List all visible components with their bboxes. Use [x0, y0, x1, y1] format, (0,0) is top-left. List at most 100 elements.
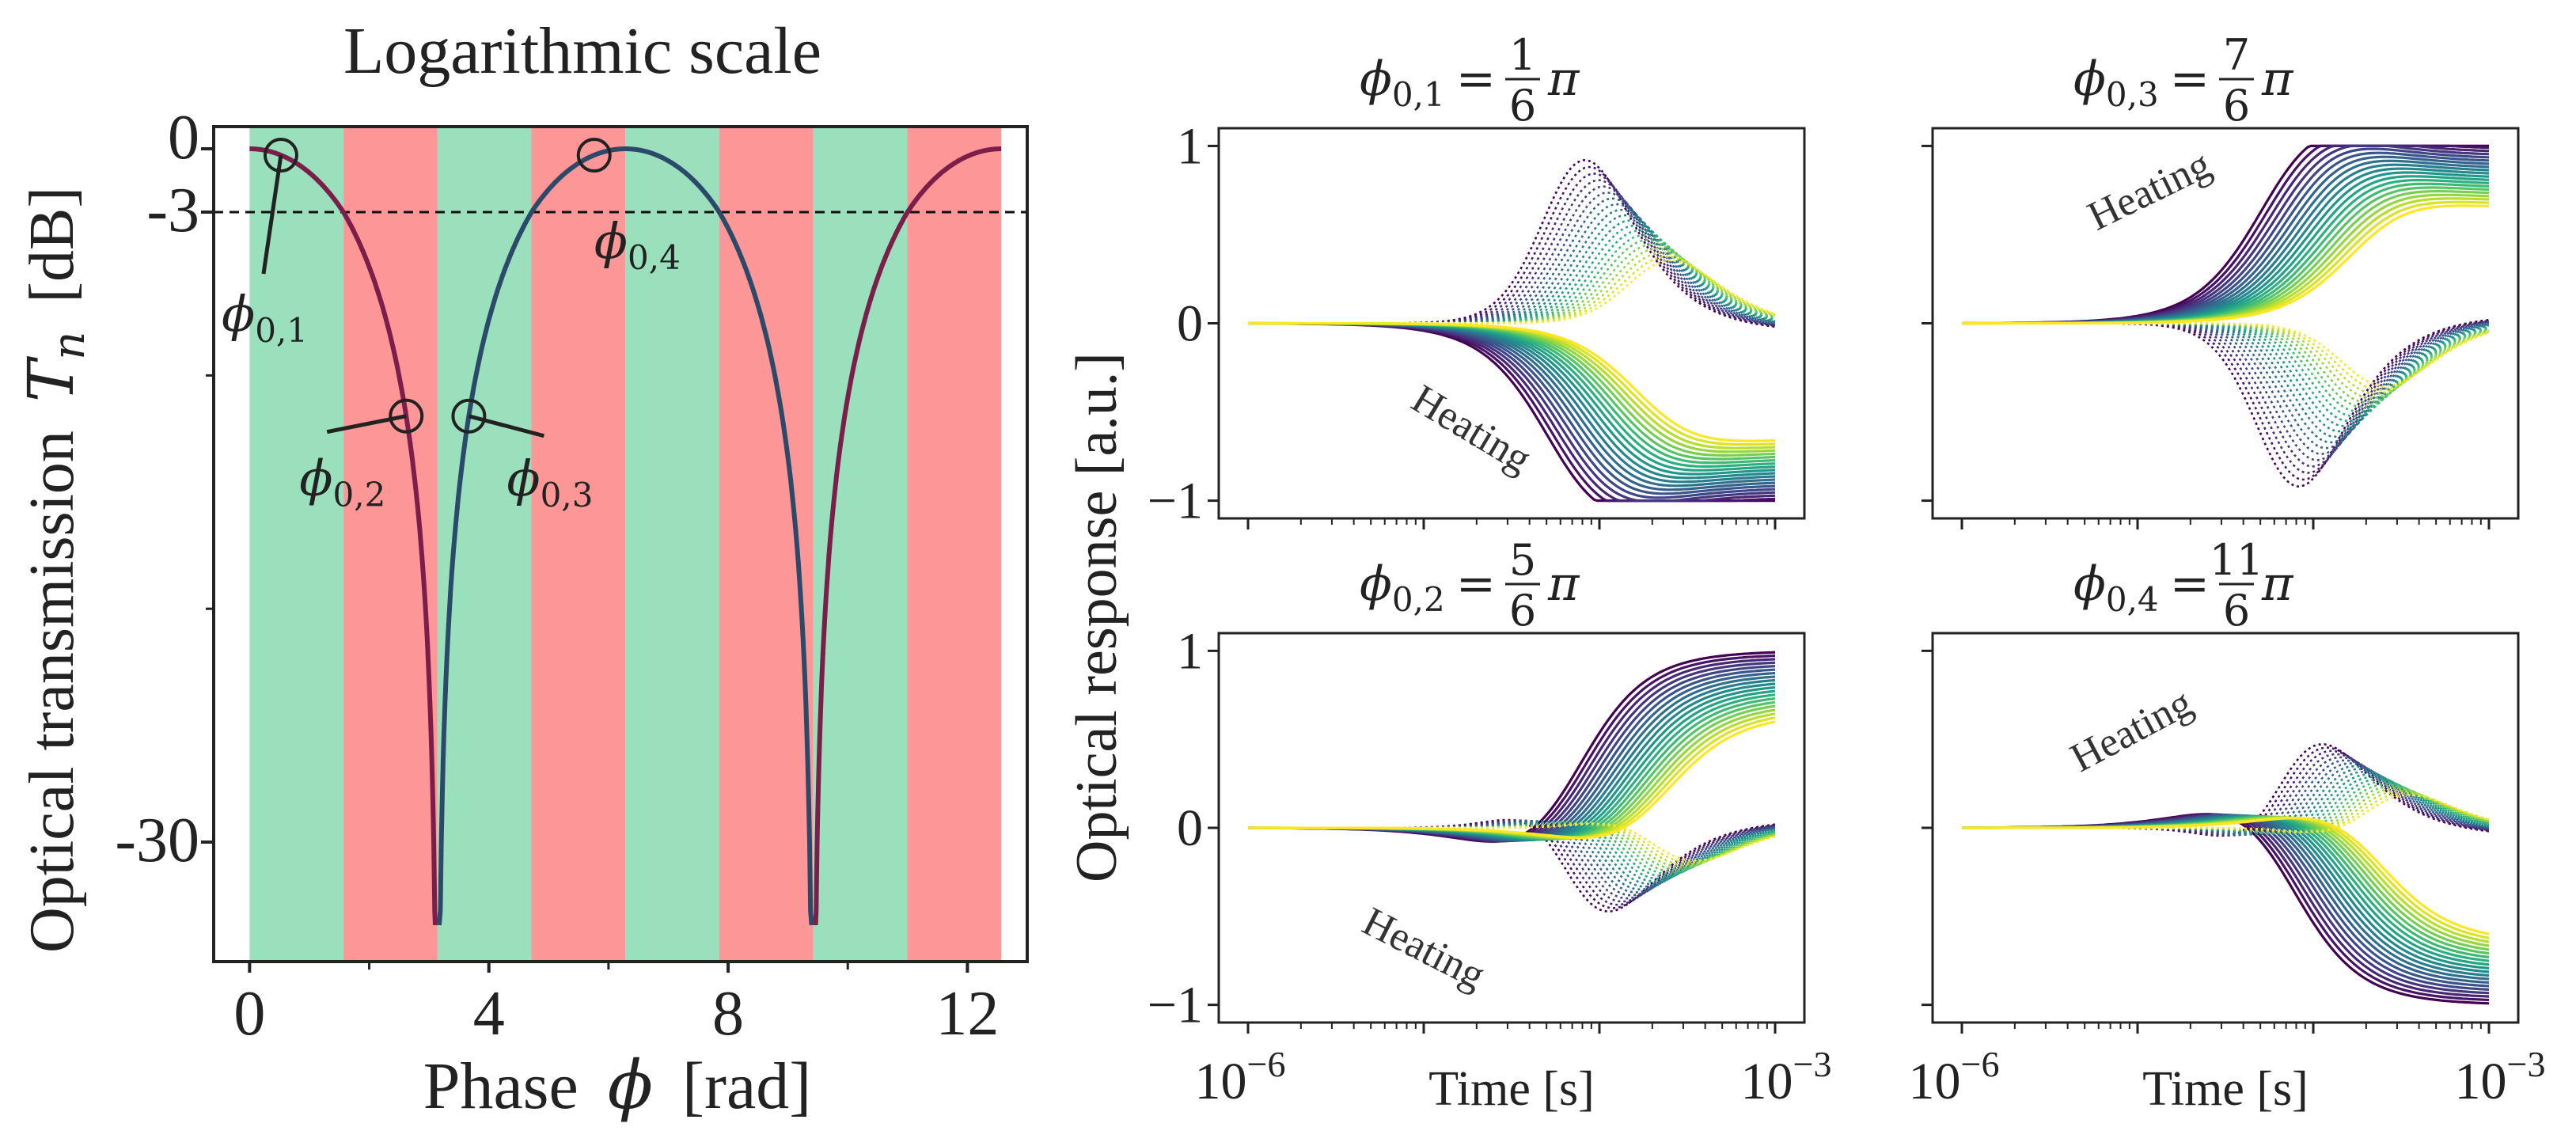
response-curve-dotted — [1962, 322, 2490, 444]
panel-title-pi: π — [2261, 556, 2294, 612]
response-curve-dotted — [1248, 185, 1776, 326]
panel-x-label: Time [s] — [1428, 1062, 1595, 1116]
response-curve-dotted — [1248, 208, 1776, 324]
tick-exponent: −6 — [1247, 1044, 1286, 1084]
panel-title-denominator: 6 — [2223, 81, 2250, 131]
title-equals: = — [1456, 556, 1496, 612]
operating-point-marker-0 — [263, 138, 298, 173]
response-curve-dotted — [1962, 790, 2490, 833]
response-curve-dotted — [1248, 165, 1776, 328]
response-curve-dotted — [1248, 243, 1776, 324]
panel-title-lhs: ϕ0,1 = — [1360, 51, 1496, 114]
operating-point-marker-2 — [451, 398, 487, 434]
response-curve-dotted — [1248, 173, 1776, 327]
response-curve-dotted — [1962, 322, 2490, 404]
tick-base: 10 — [2455, 1053, 2507, 1110]
response-curve-dotted — [1962, 322, 2490, 400]
response-curve-dotted — [1962, 321, 2490, 455]
right-charts: Optical response [a.u.] 10−1ϕ0,1 = 16 πHeat… — [1064, 30, 2545, 1116]
response-curve-dotted — [1248, 224, 1776, 324]
response-curve-solid — [1962, 815, 2490, 962]
panel-y-tick-label-2: −1 — [1148, 977, 1203, 1034]
response-panel-1: ϕ0,3 = 76 π Heating — [1922, 30, 2520, 529]
tick-exponent: −6 — [1961, 1044, 2000, 1084]
response-curve-dotted — [1248, 822, 1776, 868]
response-curve-dotted — [1248, 233, 1776, 324]
phase-band-3 — [531, 127, 626, 962]
heating-annotation: Heating — [2063, 680, 2199, 781]
title-equals: = — [1456, 51, 1496, 107]
response-curve-solid — [1962, 204, 2490, 325]
panel-x-tick-right: 10−3 — [1741, 1044, 1832, 1110]
operating-point-marker-1 — [389, 398, 424, 434]
left-chart-title: Logarithmic scale — [343, 14, 821, 88]
operating-point-symbol: ϕ — [594, 212, 628, 270]
response-curve-solid — [1248, 661, 1776, 843]
operating-point-label-3: ϕ0,4 — [594, 212, 681, 277]
response-curve-solid — [1962, 817, 2490, 935]
tick-base: 10 — [1741, 1053, 1793, 1110]
panel-title-numerator: 11 — [2210, 535, 2264, 585]
title-symbol: ϕ — [1360, 556, 1392, 612]
response-curve-dotted — [1248, 247, 1776, 324]
response-curve-dotted — [1248, 822, 1776, 875]
title-equals: = — [2170, 556, 2210, 612]
panel-y-tick-label-0: 1 — [1177, 117, 1203, 175]
panel-title-denominator: 6 — [1509, 586, 1536, 636]
response-curve-dotted — [1962, 322, 2490, 423]
panel-y-tick-label-1: 0 — [1177, 799, 1203, 857]
response-curve-solid — [1248, 321, 1776, 442]
response-curve-solid — [1962, 816, 2490, 943]
response-curve-solid — [1248, 651, 1776, 843]
panel-title-numerator: 5 — [1509, 535, 1536, 585]
panel-x-tick-right: 10−3 — [2455, 1044, 2546, 1110]
phase-band-7 — [907, 127, 1002, 962]
panel-title-numerator: 1 — [1509, 30, 1536, 80]
phase-band-5 — [719, 127, 814, 962]
response-curve-dotted — [1962, 320, 2490, 468]
response-curve-solid — [1248, 712, 1776, 840]
y-tick-label-1: -3 — [146, 176, 199, 245]
panel-x-tick-left: 10−6 — [1909, 1044, 2000, 1110]
transmission-curve-2 — [813, 146, 1002, 925]
panel-y-tick-label-1: 0 — [1177, 295, 1203, 353]
response-curve-solid — [1248, 700, 1776, 841]
panel-title-denominator: 6 — [1509, 81, 1536, 131]
operating-points: ϕ0,1ϕ0,2 ϕ0,3ϕ0,4 — [222, 138, 681, 514]
response-curve-dotted — [1248, 179, 1776, 327]
x-tick-label-0: 0 — [233, 979, 265, 1049]
response-curve-dotted — [1962, 780, 2490, 834]
operating-point-subscript: 0,3 — [541, 476, 594, 514]
panel-y-tick-label-2: −1 — [1148, 472, 1203, 530]
operating-point-subscript: 0,2 — [333, 476, 386, 514]
operating-point-subscript: 0,4 — [628, 238, 681, 277]
tick-exponent: −3 — [1793, 1044, 1832, 1084]
response-curve-dotted — [1248, 203, 1776, 324]
response-curve-dotted — [1248, 219, 1776, 324]
x-tick-label-2: 8 — [712, 979, 744, 1049]
response-curve-dotted — [1962, 322, 2490, 450]
response-curve-dotted — [1962, 776, 2490, 835]
title-equals: = — [2170, 51, 2210, 107]
response-curve-solid — [1247, 689, 1776, 841]
phase-band-0 — [249, 127, 344, 962]
response-curve-dotted — [1248, 197, 1776, 324]
response-curve-solid — [1962, 813, 2490, 995]
title-subscript: 0,4 — [2106, 580, 2159, 619]
title-subscript: 0,2 — [1392, 580, 1445, 619]
phase-band-1 — [343, 127, 438, 962]
response-curve-dotted — [1248, 822, 1776, 864]
operating-point-subscript: 0,1 — [255, 311, 308, 350]
response-curve-dotted — [1962, 319, 2490, 481]
tick-exponent: −3 — [2507, 1044, 2546, 1084]
left-x-ticks: 0 4 8 12 — [233, 962, 999, 1049]
response-curve-solid — [1248, 686, 1776, 841]
response-curve-dotted — [1248, 255, 1776, 324]
phase-band-2 — [437, 127, 532, 962]
operating-point-leader-1 — [326, 414, 407, 434]
left-y-label: Optical transmission Tn [dB] — [14, 187, 98, 953]
response-curve-dotted — [1962, 791, 2490, 833]
operating-point-label-2: ϕ0,3 — [506, 450, 593, 514]
